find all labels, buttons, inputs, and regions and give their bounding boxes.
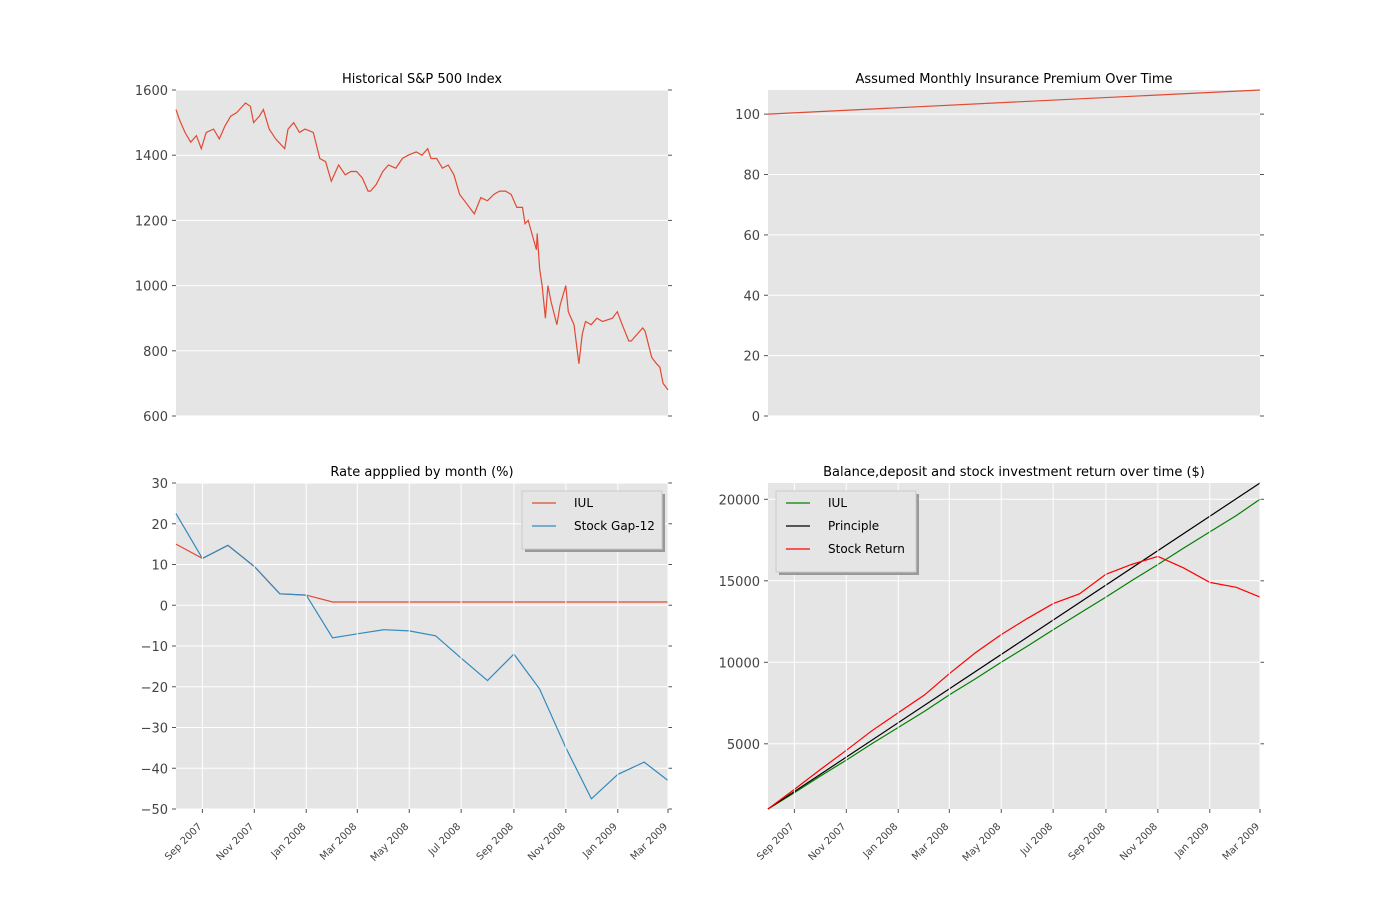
series-line — [767, 555, 1261, 810]
tick-label-y: −10 — [141, 640, 168, 655]
tick-label-y: 20 — [743, 350, 760, 365]
tick-label-x: Jan 2008 — [861, 821, 901, 861]
series-line — [767, 482, 1261, 810]
tick-label-x: Mar 2008 — [318, 821, 359, 862]
tick-label-x: May 2008 — [369, 821, 412, 864]
chart-title: Historical S&P 500 Index — [342, 72, 502, 87]
tick-label-y: −30 — [141, 722, 168, 737]
chart-panel: 600 800 1000 1200 1400 1600 Historical S&P 500… — [135, 72, 672, 425]
tick-label-x: Sep 2008 — [1067, 821, 1108, 862]
chart-panel: −50 −40 −30 −20 −10 0 10 20 30 Rate appplied by m… — [141, 465, 672, 864]
tick-label-x: Jan 2009 — [580, 821, 620, 861]
tick-label-x: Jan 2009 — [1172, 821, 1212, 861]
series-line — [767, 498, 1261, 810]
tick-label-x: Sep 2007 — [755, 821, 796, 862]
tick-label-x: Nov 2007 — [807, 821, 849, 863]
tick-label-y: 600 — [143, 410, 168, 425]
chart-panel: 0 20 40 60 80 100 Assumed Monthly Insurance Pr… — [735, 72, 1264, 425]
tick-label-x: Nov 2008 — [526, 821, 568, 863]
tick-label-y: 15000 — [719, 575, 760, 590]
chart-panel: 5000 10000 15000 20000 Balance,deposit and s… — [719, 465, 1264, 864]
plot-background — [176, 90, 668, 416]
tick-label-y: 100 — [735, 108, 760, 123]
tick-label-x: Jul 2008 — [1018, 821, 1055, 858]
tick-label-y: 0 — [752, 410, 760, 425]
tick-label-y: −50 — [141, 803, 168, 818]
plot-background — [768, 90, 1260, 416]
tick-label-x: Jul 2008 — [426, 821, 463, 858]
series-line — [175, 102, 669, 391]
tick-label-y: 20 — [151, 518, 168, 533]
legend-label: Principle — [828, 519, 879, 533]
tick-label-y: 0 — [160, 599, 168, 614]
tick-label-y: −20 — [141, 681, 168, 696]
tick-label-x: May 2008 — [961, 821, 1004, 864]
legend-label: IUL — [828, 496, 847, 510]
tick-label-y: 20000 — [719, 493, 760, 508]
tick-label-y: 80 — [743, 169, 760, 184]
tick-label-x: Nov 2008 — [1118, 821, 1160, 863]
tick-label-y: 1000 — [135, 280, 168, 295]
tick-label-y: 10 — [151, 559, 168, 574]
tick-label-x: Mar 2009 — [1221, 821, 1262, 862]
tick-label-y: 5000 — [727, 738, 760, 753]
chart-title: Assumed Monthly Insurance Premium Over T… — [855, 72, 1172, 87]
legend-box — [775, 490, 917, 573]
tick-label-y: 10000 — [719, 656, 760, 671]
legend-label: IUL — [574, 496, 593, 510]
tick-label-y: −40 — [141, 762, 168, 777]
tick-label-y: 40 — [743, 289, 760, 304]
chart-title: Balance,deposit and stock investment ret… — [823, 465, 1205, 480]
tick-label-x: Nov 2007 — [215, 821, 257, 863]
series-line — [175, 513, 669, 800]
tick-label-y: 60 — [743, 229, 760, 244]
tick-label-x: Sep 2007 — [163, 821, 204, 862]
tick-label-x: Mar 2009 — [629, 821, 670, 862]
tick-label-x: Mar 2008 — [910, 821, 951, 862]
tick-label-y: 30 — [151, 477, 168, 492]
tick-label-x: Jan 2008 — [269, 821, 309, 861]
tick-label-y: 1400 — [135, 149, 168, 164]
tick-label-x: Sep 2008 — [475, 821, 516, 862]
series-line — [767, 89, 1261, 115]
legend-label: Stock Return — [828, 542, 905, 556]
legend-box — [521, 490, 663, 550]
tick-label-y: 1200 — [135, 214, 168, 229]
tick-label-y: 1600 — [135, 84, 168, 99]
tick-label-y: 800 — [143, 345, 168, 360]
legend-label: Stock Gap-12 — [574, 519, 655, 533]
chart-title: Rate appplied by month (%) — [330, 465, 513, 480]
